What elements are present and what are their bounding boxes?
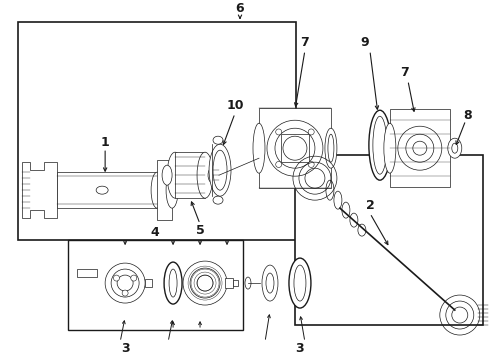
Ellipse shape <box>253 123 265 173</box>
Circle shape <box>122 290 128 296</box>
Ellipse shape <box>209 144 231 196</box>
Bar <box>68 240 243 330</box>
Bar <box>259 108 331 188</box>
Bar <box>175 152 205 198</box>
Ellipse shape <box>245 277 251 289</box>
Text: 4: 4 <box>151 226 159 239</box>
Text: 1: 1 <box>101 136 109 149</box>
Bar <box>18 22 296 240</box>
Bar <box>233 280 238 286</box>
Text: 7: 7 <box>300 36 309 49</box>
Ellipse shape <box>213 136 223 144</box>
Ellipse shape <box>289 258 311 308</box>
Ellipse shape <box>369 110 391 180</box>
Circle shape <box>308 161 314 167</box>
Polygon shape <box>22 162 57 218</box>
Ellipse shape <box>166 172 178 208</box>
Ellipse shape <box>384 123 396 173</box>
Bar <box>281 134 309 162</box>
Text: 5: 5 <box>196 224 204 237</box>
Bar <box>77 269 97 277</box>
Bar <box>390 109 450 187</box>
Ellipse shape <box>448 138 462 158</box>
Text: 3: 3 <box>295 342 304 355</box>
Circle shape <box>276 161 282 167</box>
Text: 8: 8 <box>464 109 472 122</box>
Ellipse shape <box>197 152 213 198</box>
Bar <box>57 172 157 208</box>
Ellipse shape <box>325 128 337 168</box>
Ellipse shape <box>262 265 278 301</box>
Text: 3: 3 <box>121 342 129 355</box>
Text: 9: 9 <box>361 36 369 49</box>
Circle shape <box>131 275 137 281</box>
Circle shape <box>308 129 314 135</box>
Bar <box>295 155 483 325</box>
Ellipse shape <box>96 186 108 194</box>
Ellipse shape <box>164 262 182 304</box>
Text: 2: 2 <box>366 199 374 212</box>
Ellipse shape <box>162 165 172 185</box>
Ellipse shape <box>167 152 183 198</box>
Text: 10: 10 <box>226 99 244 112</box>
Ellipse shape <box>151 172 163 208</box>
Text: 6: 6 <box>236 2 245 15</box>
Circle shape <box>114 275 120 281</box>
Text: 7: 7 <box>400 66 409 79</box>
Ellipse shape <box>213 196 223 204</box>
Circle shape <box>276 129 282 135</box>
Bar <box>145 279 152 287</box>
Bar <box>157 160 172 220</box>
Ellipse shape <box>208 167 218 183</box>
Bar <box>225 278 233 288</box>
